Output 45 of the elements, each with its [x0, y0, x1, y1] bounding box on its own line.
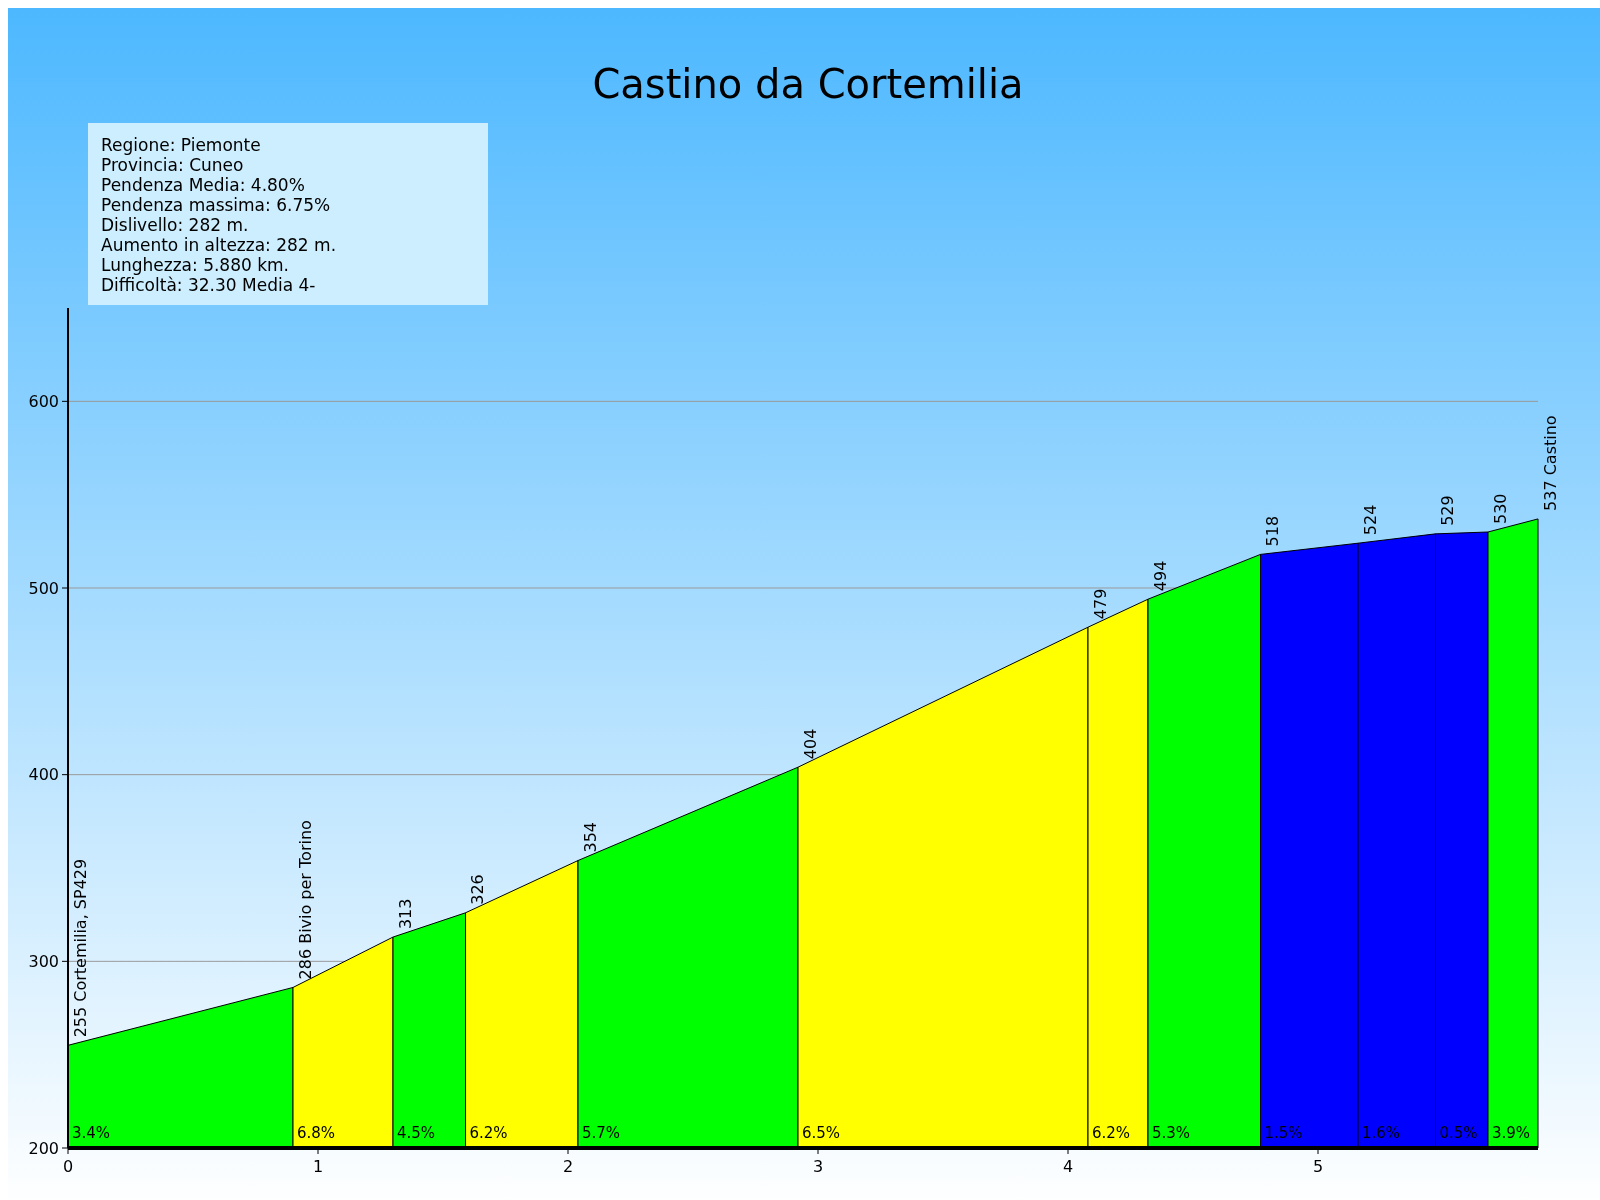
x-tick-label: 3 — [812, 1157, 824, 1176]
x-tick-label: 4 — [1062, 1157, 1074, 1176]
x-tick-label: 2 — [562, 1157, 574, 1176]
x-tick-label: 0 — [62, 1157, 74, 1176]
annotation: 6.8% — [297, 1124, 336, 1142]
text: Pendenza massima: 6.75% — [101, 195, 331, 215]
annotation: 537 Castino — [1540, 415, 1560, 511]
annotation: 4.5% — [397, 1124, 436, 1142]
text: Provincia: Cuneo — [101, 155, 244, 175]
y-tick-label: 200 — [28, 1138, 59, 1158]
annotation: 3.4% — [72, 1124, 111, 1142]
text: Pendenza Media: 4.80% — [101, 175, 305, 195]
annotation: 0.5% — [1439, 1124, 1478, 1142]
annotation: 530 — [1490, 493, 1510, 524]
y-tick-label: 500 — [28, 578, 59, 598]
y-tick-label: 400 — [28, 765, 59, 785]
annotation: 3.9% — [1492, 1124, 1531, 1142]
annotation: 5.7% — [582, 1124, 621, 1142]
annotation: 286 Bivio per Torino — [295, 820, 315, 980]
annotation: 1.5% — [1264, 1124, 1303, 1142]
annotation: 529 — [1438, 495, 1458, 526]
annotation: 354 — [580, 821, 600, 853]
x-tick-label: 1 — [312, 1157, 324, 1176]
text: Difficoltà: 32.30 Media 4- — [101, 275, 316, 295]
annotation: 479 — [1090, 588, 1110, 620]
annotation: 313 — [395, 898, 415, 930]
annotation: 518 — [1263, 515, 1283, 547]
x-tick-label: 5 — [1312, 1157, 1324, 1176]
annotation: 326 — [468, 874, 488, 905]
annotation: 6.5% — [802, 1124, 841, 1142]
annotation: 5.3% — [1152, 1124, 1191, 1142]
text: Aumento in altezza: 282 m. — [101, 235, 337, 255]
y-tick-label: 300 — [28, 951, 59, 971]
annotation: 404 — [800, 728, 820, 760]
y-tick-label: 600 — [28, 391, 59, 411]
annotation: 255 Cortemilia, SP429 — [70, 858, 90, 1038]
annotation: 6.2% — [469, 1124, 508, 1142]
text: Regione: Piemonte — [101, 135, 261, 155]
annotation: 524 — [1360, 504, 1380, 536]
annotation: 1.6% — [1362, 1124, 1401, 1142]
annotation: 494 — [1150, 560, 1170, 592]
text: Lunghezza: 5.880 km. — [101, 255, 290, 275]
text: Dislivello: 282 m. — [101, 215, 249, 235]
annotation: 6.2% — [1092, 1124, 1131, 1142]
chart-title: Castino da Cortemilia — [592, 61, 1024, 107]
